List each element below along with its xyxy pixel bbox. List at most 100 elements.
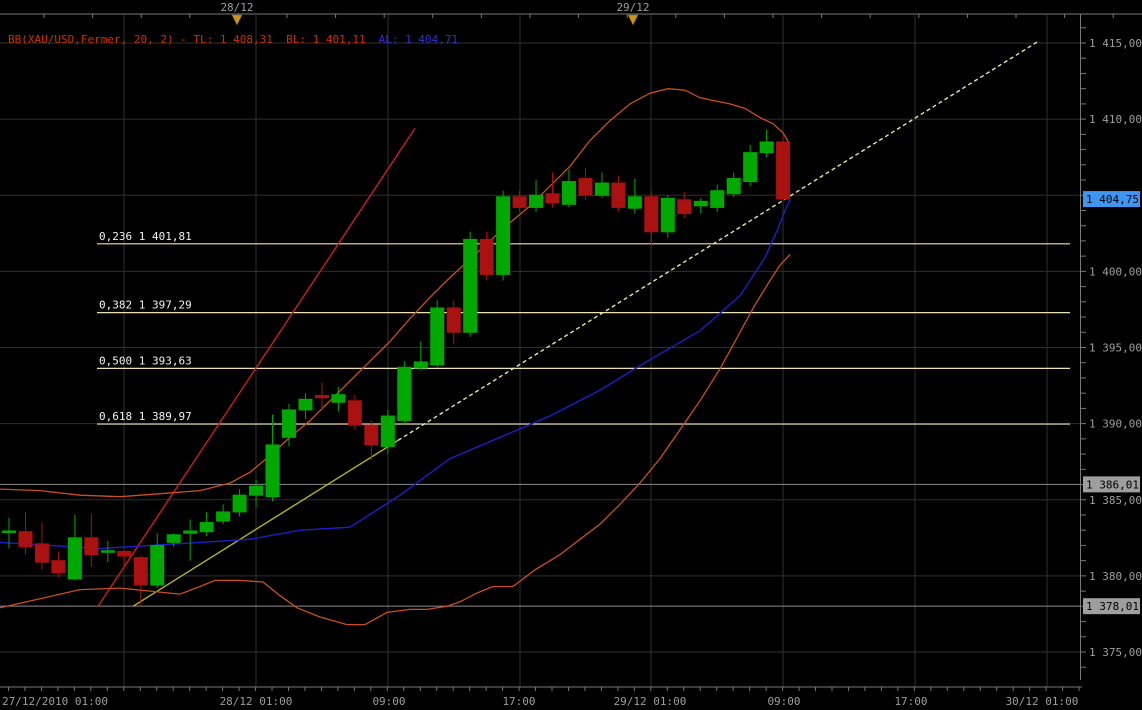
candle-bearish <box>644 190 659 246</box>
candle-body <box>249 485 264 496</box>
candle-body <box>496 196 511 275</box>
candle-body <box>594 182 609 196</box>
candles <box>2 129 791 605</box>
bollinger-middle-line <box>0 199 791 550</box>
candle-body <box>578 178 593 196</box>
candle-bullish <box>594 172 609 199</box>
candle-bearish <box>364 420 379 461</box>
time-axis-label: 09:00 <box>767 695 800 708</box>
candle-bearish <box>18 511 33 555</box>
level-price-tag: 1 378,01 <box>1083 598 1140 615</box>
candle-body <box>545 193 560 204</box>
session-date-label: 29/12 <box>616 1 649 14</box>
candle-bearish <box>347 394 362 430</box>
right-axis[interactable]: 1 415,00 1 410,00 1 400,00 1 395,00 1 390,00… <box>1080 14 1142 680</box>
candle-bullish <box>660 195 675 238</box>
top-axis[interactable]: 28/12 29/12 <box>0 1 1142 26</box>
candle-body <box>314 394 329 399</box>
candle-body <box>34 543 49 563</box>
candle-bullish <box>496 190 511 281</box>
candle-bullish <box>380 409 395 455</box>
candle-body <box>759 141 774 154</box>
session-date-label: 28/12 <box>220 1 253 14</box>
candle-bullish <box>710 184 725 212</box>
candle-bullish <box>529 180 544 212</box>
candle-bullish <box>463 231 478 337</box>
candle-bullish <box>166 533 181 547</box>
candle-body <box>281 409 296 438</box>
candle-body <box>430 307 445 366</box>
candle-bearish <box>34 522 49 570</box>
candle-body <box>331 394 346 403</box>
candle-body <box>18 531 33 548</box>
fibonacci-retracement: 0,236 1 401,81 0,382 1 397,29 0,500 1 393,… <box>97 230 1070 425</box>
indicator-bb-values: BB(XAU/USD,Fermer, 20, 2) - TL: 1 408,31… <box>8 33 366 46</box>
candle-bearish <box>776 134 791 202</box>
candle-body <box>743 152 758 183</box>
candle-body <box>529 194 544 208</box>
candle-body <box>216 511 231 522</box>
level-price-tag-text: 1 386,01 <box>1086 478 1139 491</box>
candle-body <box>644 196 659 233</box>
candle-bearish <box>677 192 692 219</box>
time-axis-label: 17:00 <box>894 695 927 708</box>
candle-body <box>710 190 725 208</box>
time-axis-label: 30/12 01:00 <box>1006 695 1079 708</box>
bollinger-lower-band <box>0 254 791 626</box>
time-axis-label: 17:00 <box>502 695 535 708</box>
candle-body <box>561 181 576 205</box>
level-price-tag-bg <box>1083 598 1140 615</box>
bottom-axis[interactable]: 27/12/2010 01:00 28/12 01:00 09:00 17:00 29/… <box>0 686 1082 708</box>
candle-body <box>199 522 214 533</box>
candle-body <box>183 530 198 534</box>
candle-bullish <box>150 533 165 589</box>
candle-body <box>413 361 428 369</box>
candle-bullish <box>100 540 115 563</box>
candle-bearish <box>545 172 560 208</box>
candle-body <box>397 366 412 422</box>
candle-body <box>100 550 115 553</box>
indicator-al-value: AL: 1 404,71 <box>378 33 459 46</box>
candle-bullish <box>232 489 247 517</box>
price-axis-label: 1 415,00 <box>1089 37 1142 50</box>
fib-level-label: 0,618 1 389,97 <box>99 410 192 423</box>
candle-bullish <box>281 403 296 447</box>
level-price-tag-bg <box>1083 476 1140 493</box>
candle-bullish <box>331 387 346 412</box>
price-axis-label: 1 390,00 <box>1089 418 1142 431</box>
candle-body <box>726 178 741 195</box>
candle-bearish <box>314 382 329 410</box>
candle-bearish <box>133 556 148 605</box>
candle-bullish <box>430 300 445 368</box>
candle-bullish <box>561 169 576 208</box>
time-axis-label: 27/12/2010 01:00 <box>2 695 108 708</box>
candle-bullish <box>413 341 428 371</box>
trendline-red <box>97 127 416 607</box>
price-axis-label: 1 375,00 <box>1089 646 1142 659</box>
candle-bullish <box>2 518 16 549</box>
candle-bullish <box>726 172 741 197</box>
fib-level-label: 0,382 1 397,29 <box>99 299 192 312</box>
candle-body <box>611 182 626 208</box>
candle-body <box>166 534 181 543</box>
candle-bullish <box>265 414 280 502</box>
candle-body <box>364 424 379 446</box>
level-price-tag: 1 386,01 <box>1083 476 1140 493</box>
price-axis-label: 1 395,00 <box>1089 342 1142 355</box>
time-axis-label: 28/12 01:00 <box>220 695 293 708</box>
candle-body <box>347 400 362 426</box>
candle-body <box>446 307 461 333</box>
candle-bearish <box>512 190 527 212</box>
candle-body <box>51 560 66 574</box>
candle-body <box>133 557 148 586</box>
session-marker-arrow-icon <box>627 14 639 26</box>
candle-body <box>67 537 82 580</box>
candle-body <box>150 544 165 586</box>
candle-body <box>479 238 494 275</box>
candle-body <box>463 238 478 333</box>
candle-body <box>2 530 16 533</box>
candle-bearish <box>117 549 132 566</box>
candle-body <box>512 196 527 208</box>
